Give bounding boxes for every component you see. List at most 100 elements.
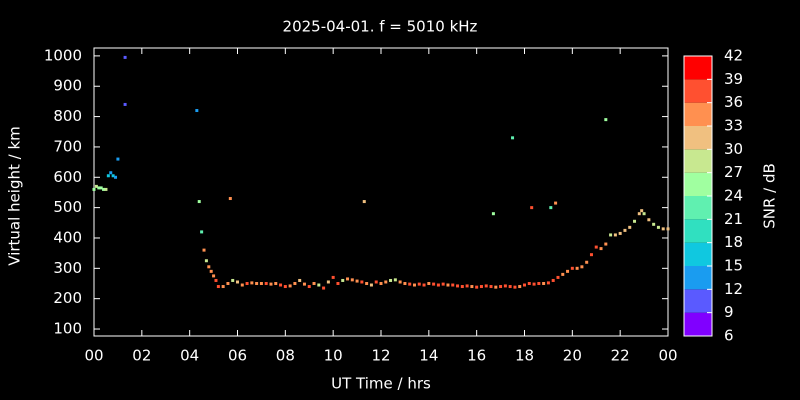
data-point <box>116 157 120 161</box>
x-tick-label: 16 <box>467 347 486 365</box>
data-point <box>628 225 632 229</box>
data-point <box>279 283 283 287</box>
data-point <box>666 227 670 231</box>
data-point <box>618 231 622 235</box>
data-point <box>259 281 263 285</box>
colorbar-segment <box>684 172 712 196</box>
y-tick-label: 1000 <box>44 46 82 64</box>
data-point <box>221 285 225 289</box>
data-point <box>312 281 316 285</box>
data-point <box>446 283 450 287</box>
data-point <box>212 274 216 278</box>
data-point <box>228 197 232 201</box>
colorbar-tick-label: 39 <box>724 70 743 88</box>
data-point <box>307 285 311 289</box>
data-point <box>633 219 637 223</box>
y-axis-label: Virtual height / km <box>6 126 24 265</box>
data-point <box>642 212 646 216</box>
data-point <box>556 275 560 279</box>
data-point <box>104 187 108 191</box>
x-tick-label: 14 <box>419 347 438 365</box>
data-point <box>518 285 522 289</box>
data-point <box>123 102 127 106</box>
data-point <box>317 283 321 287</box>
colorbar-tick-label: 12 <box>724 280 743 298</box>
y-tick-label: 800 <box>53 107 82 125</box>
data-point <box>604 242 608 246</box>
data-point <box>369 283 373 287</box>
data-point <box>326 280 330 284</box>
data-point <box>549 206 553 210</box>
colorbar-tick-label: 42 <box>724 47 743 65</box>
data-point <box>389 278 393 282</box>
data-point <box>250 281 254 285</box>
data-point <box>489 285 493 289</box>
colorbar-tick-label: 36 <box>724 93 743 111</box>
data-point <box>508 285 512 289</box>
data-point <box>422 283 426 287</box>
colorbar-segment <box>684 56 712 80</box>
x-tick-label: 22 <box>611 347 630 365</box>
data-point <box>408 282 412 286</box>
data-point <box>393 278 397 282</box>
x-tick-label: 08 <box>276 347 295 365</box>
data-point <box>379 281 383 285</box>
data-point <box>570 266 574 270</box>
data-point <box>412 283 416 287</box>
colorbar-segment <box>684 266 712 290</box>
colorbar-segment <box>684 219 712 243</box>
x-tick-label: 02 <box>132 347 151 365</box>
colorbar-tick-label: 15 <box>724 257 743 275</box>
y-tick-label: 200 <box>53 289 82 307</box>
data-point <box>566 269 570 273</box>
colorbar-segment <box>684 102 712 126</box>
colorbar-tick-label: 30 <box>724 140 743 158</box>
data-point <box>102 187 106 191</box>
colorbar-segment <box>684 312 712 336</box>
data-point <box>109 171 113 175</box>
colorbar-segment <box>684 242 712 266</box>
data-point <box>575 266 579 270</box>
data-point <box>585 260 589 264</box>
data-point <box>209 269 213 273</box>
data-point <box>360 280 364 284</box>
data-point <box>523 283 526 287</box>
data-point <box>255 281 259 285</box>
data-point <box>652 222 656 226</box>
y-tick-label: 400 <box>53 228 82 246</box>
data-point <box>561 272 565 276</box>
data-point <box>341 278 345 282</box>
data-point <box>355 279 359 283</box>
data-point <box>647 218 651 222</box>
data-point <box>436 283 440 287</box>
data-point <box>202 248 206 252</box>
data-point <box>599 247 603 251</box>
data-point <box>432 282 436 286</box>
data-point <box>350 278 354 282</box>
data-point <box>336 281 340 285</box>
plot-frame <box>93 47 669 337</box>
data-point <box>236 280 239 284</box>
data-point <box>99 186 103 190</box>
data-point <box>491 212 495 216</box>
data-point <box>322 286 326 290</box>
data-point <box>204 259 208 263</box>
data-point <box>365 281 369 285</box>
data-point <box>111 174 115 178</box>
data-point <box>240 283 244 287</box>
data-point <box>532 282 536 286</box>
colorbar-tick-label: 33 <box>724 117 743 135</box>
data-point <box>106 174 110 178</box>
x-tick-label: 20 <box>563 347 582 365</box>
data-point <box>293 281 297 285</box>
data-point <box>245 281 249 285</box>
colorbar-segment <box>684 149 712 173</box>
data-point <box>331 275 335 279</box>
data-point <box>231 278 235 282</box>
data-point <box>623 228 627 232</box>
data-point <box>479 285 483 289</box>
data-point <box>374 280 378 284</box>
data-point <box>298 278 302 282</box>
data-point <box>92 187 96 191</box>
